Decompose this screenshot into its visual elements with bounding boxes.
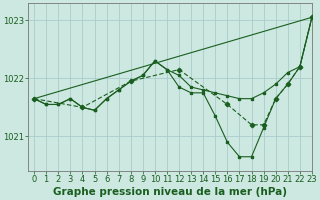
X-axis label: Graphe pression niveau de la mer (hPa): Graphe pression niveau de la mer (hPa): [53, 187, 287, 197]
